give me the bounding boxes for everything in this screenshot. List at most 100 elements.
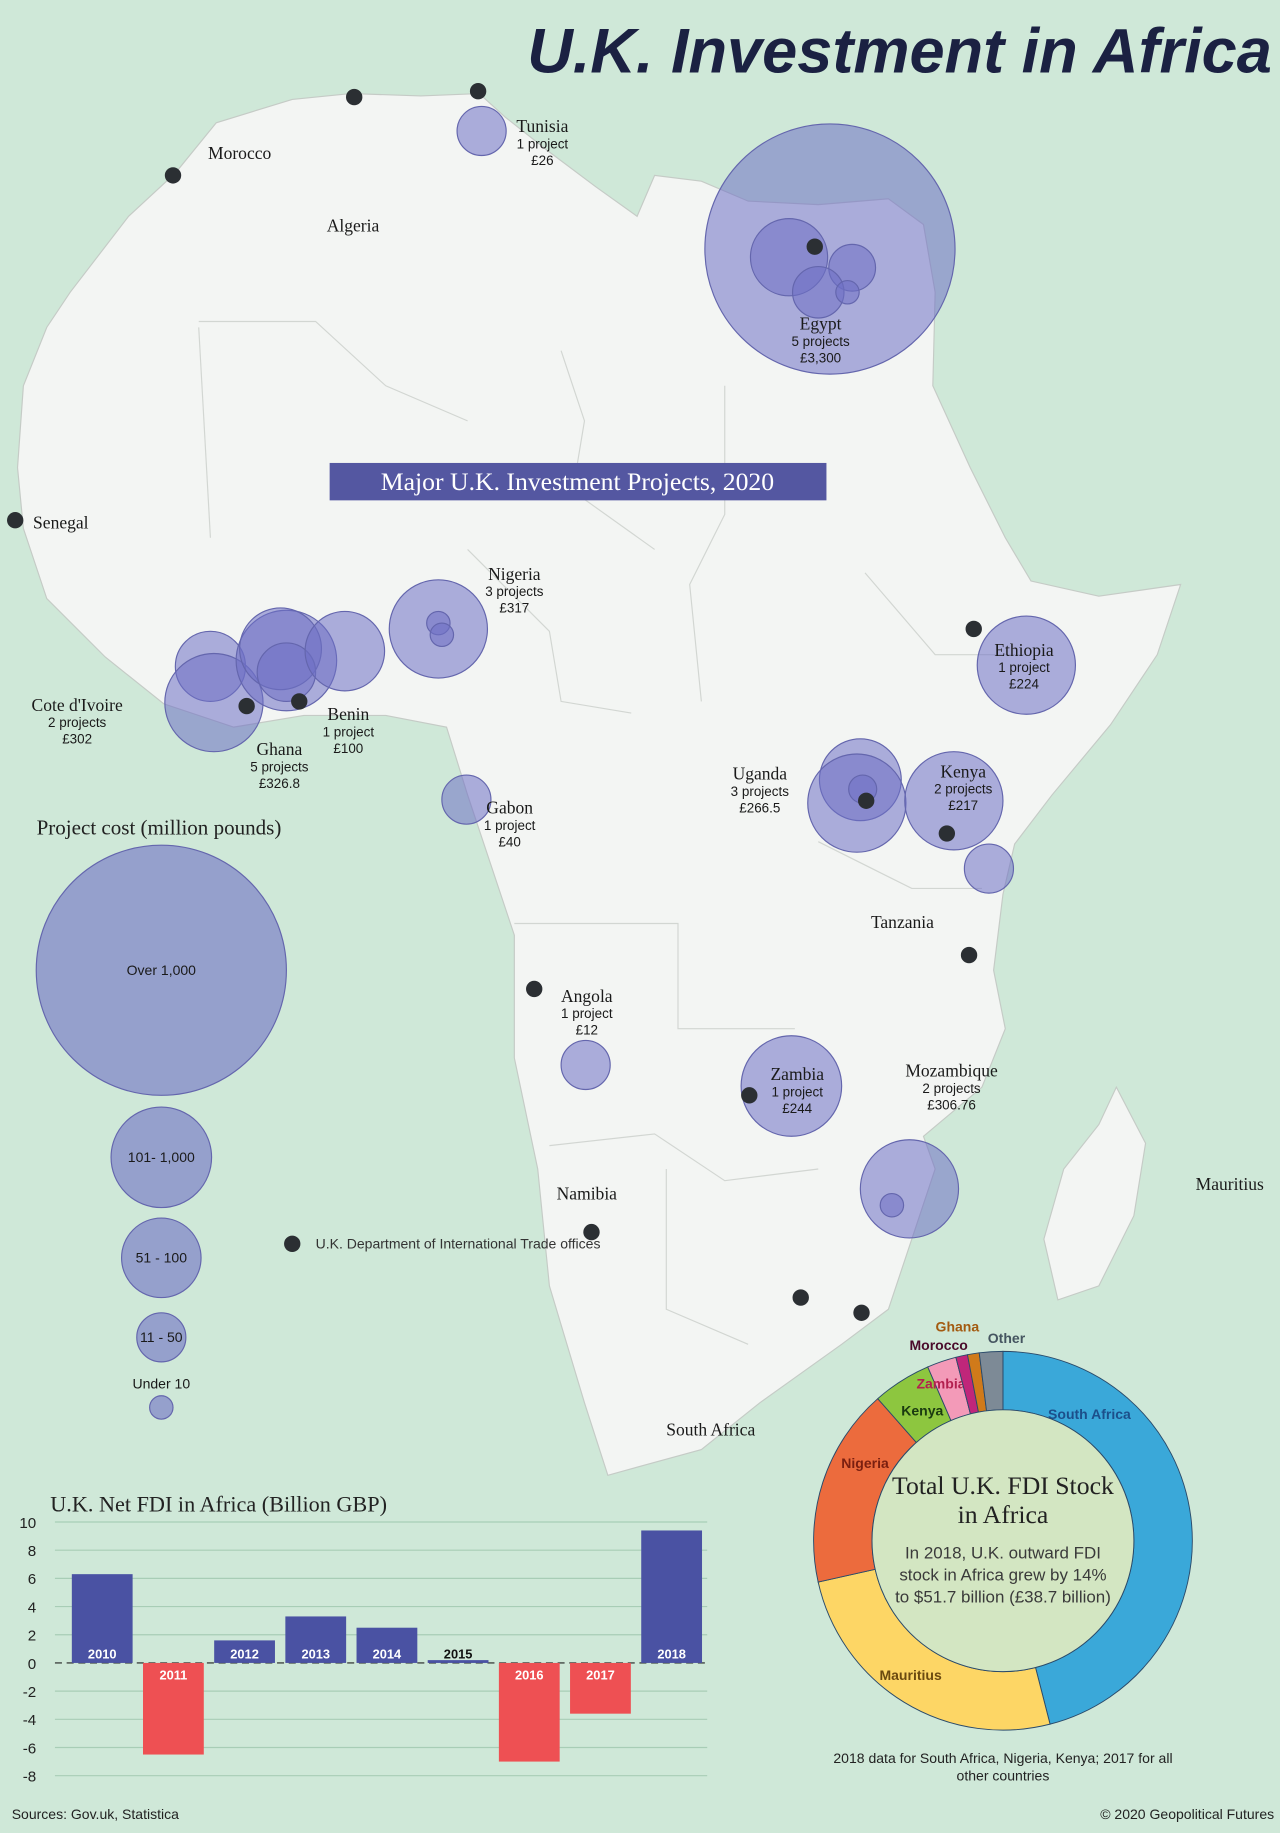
y-tick-label: 4 — [28, 1599, 36, 1616]
donut-title-box: Total U.K. FDI Stock in Africa — [892, 1470, 1114, 1530]
country-name: Ghana — [257, 739, 303, 759]
bar-year-label: 2010 — [88, 1646, 117, 1661]
office-dot — [960, 946, 978, 964]
project-bubble — [963, 843, 1015, 894]
y-tick-label: 0 — [28, 1656, 36, 1673]
place-label: Mauritius — [1196, 1174, 1264, 1194]
project-count: 3 projects — [485, 584, 544, 599]
project-count: 2 projects — [922, 1081, 981, 1096]
legend-size-label: Over 1,000 — [127, 962, 197, 978]
legend-bubble — [120, 1217, 202, 1299]
project-cost: £12 — [576, 1023, 598, 1038]
bar-year-label: 2017 — [586, 1667, 615, 1682]
office-dot — [526, 980, 543, 998]
y-tick-label: 10 — [19, 1515, 36, 1532]
project-bubble — [859, 1139, 960, 1239]
country-name: Gabon — [486, 798, 533, 818]
bar — [356, 1627, 418, 1663]
office-dot — [741, 1087, 758, 1104]
place-label: Algeria — [327, 215, 380, 235]
legend-size-label: 11 - 50 — [140, 1329, 183, 1345]
project-cost: £266.5 — [739, 800, 780, 815]
sources: Sources: Gov.uk, Statistica — [12, 1806, 179, 1822]
y-tick-label: -6 — [23, 1740, 37, 1757]
country-name: Zambia — [770, 1064, 824, 1084]
bar — [570, 1662, 631, 1714]
office-dot — [938, 825, 956, 842]
project-bubble — [835, 280, 860, 305]
office-dot — [792, 1289, 809, 1306]
border — [818, 841, 982, 890]
border — [467, 549, 632, 714]
bar — [71, 1574, 133, 1663]
bar — [641, 1530, 703, 1663]
border — [549, 1133, 819, 1182]
donut-description: In 2018, U.K. outward FDI stock in Afric… — [895, 1544, 1111, 1608]
offices-legend: U.K. Department of International Trade o… — [316, 1235, 601, 1251]
project-cost: £244 — [782, 1101, 812, 1116]
bar — [143, 1662, 204, 1755]
project-cost: £306.76 — [927, 1097, 976, 1112]
slice-label: Nigeria — [841, 1455, 889, 1471]
y-tick-label: -2 — [23, 1684, 37, 1701]
slice-label: Zambia — [916, 1376, 965, 1392]
country-name: Uganda — [733, 764, 788, 784]
project-count: 1 project — [561, 1006, 613, 1021]
donut-title: Total U.K. FDI Stock in Africa — [892, 1470, 1114, 1530]
project-count: 2 projects — [934, 782, 993, 797]
project-bubble — [740, 1035, 843, 1137]
subtitle-banner — [329, 462, 827, 501]
y-tick-label: -8 — [23, 1769, 37, 1786]
project-bubble — [807, 753, 907, 853]
place-label: Namibia — [557, 1183, 618, 1203]
borders — [198, 320, 1029, 1345]
place-label: South Africa — [666, 1420, 755, 1440]
slice-label: South Africa — [1048, 1406, 1131, 1422]
country-name: Benin — [327, 704, 369, 724]
page-title: U.K. Investment in Africa — [527, 17, 1272, 87]
project-cost: £317 — [499, 601, 529, 616]
border — [198, 320, 468, 422]
country-name: Kenya — [940, 761, 986, 781]
legend-bubble — [35, 844, 287, 1096]
slice-label: Mauritius — [879, 1667, 942, 1683]
place-label: Senegal — [33, 512, 89, 532]
bar-year-label: 2011 — [159, 1667, 187, 1682]
office-dots — [7, 83, 982, 1321]
project-bubble — [304, 610, 386, 692]
project-cost: £217 — [948, 798, 978, 813]
legend-size-label: Under 10 — [132, 1376, 190, 1392]
map: Major U.K. Investment Projects, 2020 — [7, 83, 1182, 1476]
office-dot — [858, 792, 875, 809]
project-bubble — [704, 123, 956, 375]
legend-bubble — [136, 1312, 187, 1363]
legend-size-label: 101- 1,000 — [128, 1149, 195, 1165]
country-name: Egypt — [800, 314, 842, 334]
bar-year-label: 2012 — [230, 1646, 259, 1661]
country-name: Cote d'Ivoire — [32, 695, 123, 715]
y-tick-label: 8 — [28, 1543, 36, 1560]
y-tick-label: 2 — [28, 1628, 36, 1645]
country-name: Ethiopia — [994, 640, 1054, 660]
border — [560, 350, 655, 550]
legend-size-label: 51 - 100 — [136, 1250, 188, 1266]
madagascar-land — [1043, 1085, 1147, 1301]
border — [514, 922, 795, 1030]
bar-year-label: 2014 — [373, 1646, 402, 1661]
project-count: 1 project — [771, 1085, 823, 1100]
bar-year-label: 2015 — [444, 1646, 473, 1661]
project-count: 5 projects — [791, 334, 850, 349]
project-count: 3 projects — [731, 784, 790, 799]
y-tick-label: 6 — [28, 1571, 36, 1588]
office-dot — [284, 1235, 301, 1252]
country-name: Angola — [561, 986, 613, 1006]
country-name: Mozambique — [905, 1061, 998, 1081]
project-bubble — [879, 1192, 905, 1218]
legend-bubble — [110, 1106, 213, 1209]
legend-bubble — [149, 1395, 174, 1420]
country-name: Nigeria — [488, 564, 541, 584]
bar — [427, 1660, 489, 1663]
project-count: 1 project — [517, 137, 569, 152]
border — [689, 385, 726, 702]
